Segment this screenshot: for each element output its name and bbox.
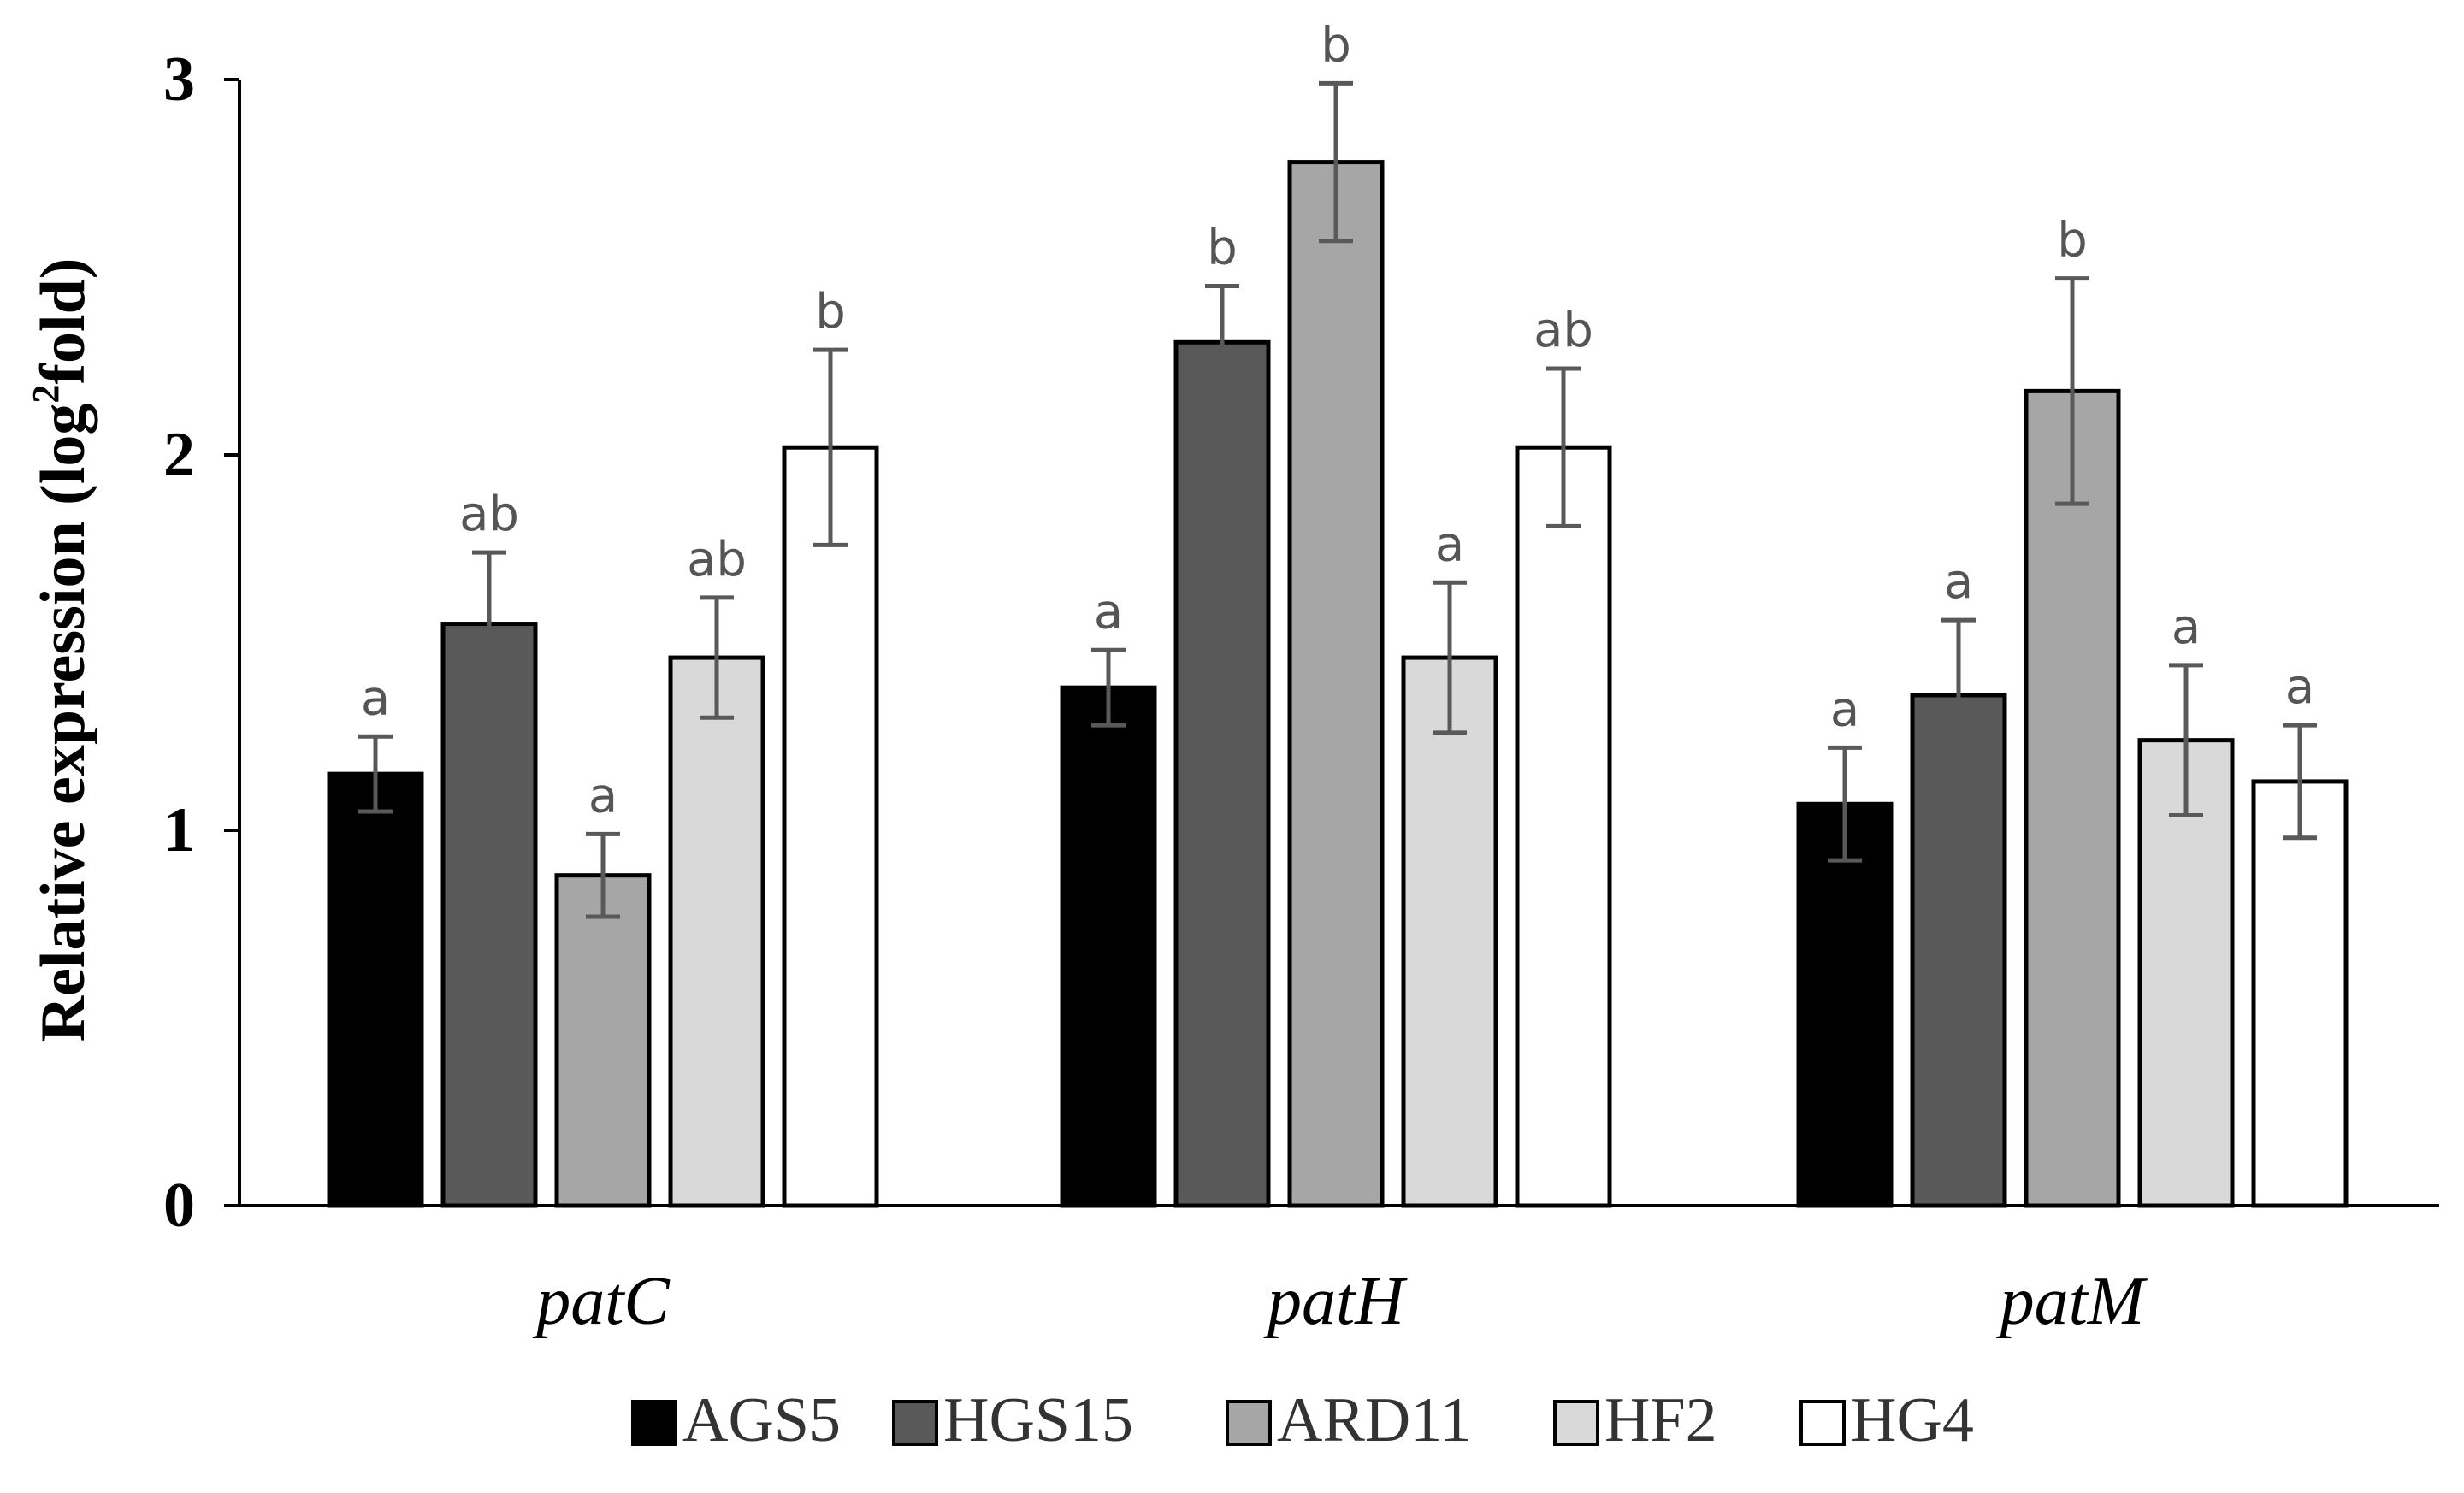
legend-swatch-HGS15 — [892, 1400, 938, 1446]
bar-patH-HGS15 — [1173, 339, 1271, 1208]
significance-label-patM-HF2: a — [2172, 599, 2201, 655]
error-bars-group — [358, 80, 2317, 919]
significance-label-patC-HF2: ab — [687, 532, 747, 587]
y-axis-label-tail: fold) — [28, 258, 98, 385]
legend-label-AGS5: AGS5 — [682, 1385, 841, 1455]
legend-label-ARD11: ARD11 — [1277, 1385, 1472, 1455]
significance-label-patH-HG4: ab — [1533, 303, 1593, 358]
bar-patM-AGS5 — [1796, 801, 1894, 1208]
legend: AGS5 HGS15 ARD11 HF2 HG4 — [631, 1385, 1974, 1455]
y-axis-label-superscript: 2 — [25, 385, 67, 404]
y-axis-label: Relative expression (log2fold) — [25, 258, 98, 1042]
significance-label-patH-ARD11: b — [1321, 17, 1351, 73]
legend-label-HGS15: HGS15 — [943, 1385, 1133, 1455]
bar-patC-HGS15 — [440, 622, 538, 1208]
category-label-patM: patM — [1996, 1264, 2148, 1339]
bar-patH-HG4 — [1515, 445, 1612, 1208]
significance-label-patM-HGS15: a — [1944, 554, 1973, 610]
bar-patC-HF2 — [668, 655, 765, 1208]
bar-patH-AGS5 — [1060, 685, 1157, 1208]
significance-label-patH-AGS5: a — [1094, 584, 1123, 640]
svg-text:Relative expression (log2fold): Relative expression (log2fold) — [25, 258, 98, 1042]
significance-label-patH-HGS15: b — [1207, 220, 1238, 275]
significance-label-patM-AGS5: a — [1830, 682, 1859, 737]
y-tick-label: 1 — [163, 795, 195, 865]
significance-label-patM-ARD11: b — [2057, 213, 2088, 269]
bar-patC-HG4 — [782, 445, 879, 1208]
significance-label-patC-HG4: b — [815, 284, 846, 339]
bar-patC-ARD11 — [554, 873, 652, 1208]
legend-label-HG4: HG4 — [1851, 1385, 1974, 1455]
bar-patH-HF2 — [1401, 655, 1498, 1208]
category-labels-group: patC patH patM — [532, 1264, 2148, 1339]
significance-label-patH-HF2: a — [1435, 516, 1464, 572]
category-label-patH: patH — [1263, 1264, 1408, 1339]
y-tick-label: 3 — [163, 44, 195, 115]
y-tick-label: 2 — [163, 420, 195, 490]
legend-swatch-AGS5 — [631, 1400, 677, 1446]
legend-swatch-HG4 — [1799, 1400, 1846, 1446]
bars-group — [327, 160, 2349, 1208]
significance-label-patM-HG4: a — [2285, 659, 2314, 715]
bar-patM-ARD11 — [2024, 388, 2121, 1208]
significance-label-patC-ARD11: a — [588, 768, 617, 823]
legend-swatch-HF2 — [1553, 1400, 1599, 1446]
significance-label-patC-AGS5: a — [361, 670, 390, 726]
legend-label-HF2: HF2 — [1604, 1385, 1717, 1455]
legend-swatch-ARD11 — [1226, 1400, 1272, 1446]
bar-patH-ARD11 — [1287, 160, 1385, 1208]
y-tick-label: 0 — [163, 1171, 195, 1241]
bar-patC-AGS5 — [327, 771, 424, 1208]
category-label-patC: patC — [532, 1264, 671, 1339]
significance-label-patC-HGS15: ab — [459, 487, 519, 542]
bar-patM-HG4 — [2251, 779, 2349, 1208]
y-axis-label-main: Relative expression (log — [28, 404, 98, 1042]
